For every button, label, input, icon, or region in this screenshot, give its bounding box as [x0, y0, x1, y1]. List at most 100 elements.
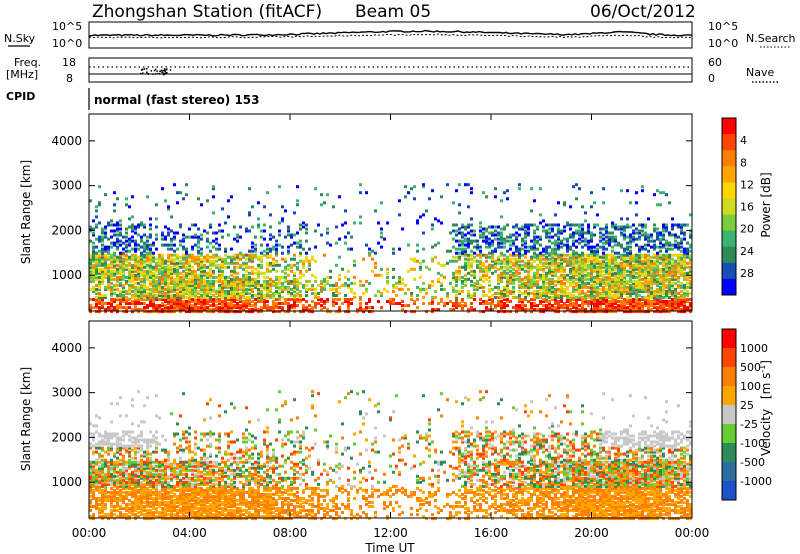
heatmap-cell	[119, 239, 122, 243]
heatmap-cell	[227, 279, 230, 283]
heatmap-cell	[221, 263, 224, 267]
heatmap-cell	[653, 263, 656, 267]
heatmap-cell	[554, 239, 557, 243]
heatmap-cell	[545, 261, 548, 265]
heatmap-cell	[188, 290, 191, 293]
heatmap-cell	[647, 298, 650, 301]
heatmap-cell	[131, 269, 134, 273]
heatmap-cell	[671, 225, 674, 229]
heatmap-cell	[113, 505, 116, 508]
heatmap-cell	[635, 253, 638, 257]
heatmap-cell	[533, 235, 536, 239]
heatmap-cell	[284, 235, 287, 239]
heatmap-cell	[143, 223, 146, 227]
heatmap-cell	[194, 287, 197, 291]
heatmap-cell	[569, 298, 572, 301]
heatmap-cell	[242, 273, 245, 277]
heatmap-cell	[104, 253, 107, 257]
heatmap-cell	[563, 302, 566, 305]
heatmap-cell	[212, 304, 215, 308]
heatmap-cell	[122, 513, 125, 517]
heatmap-cell	[119, 515, 122, 519]
heatmap-cell	[650, 233, 653, 237]
heatmap-cell	[608, 273, 611, 277]
heatmap-cell	[107, 478, 110, 482]
heatmap-cell	[551, 257, 554, 261]
heatmap-cell	[506, 271, 509, 275]
heatmap-cell	[98, 484, 101, 488]
heatmap-cell	[248, 259, 251, 263]
heatmap-cell	[101, 269, 104, 273]
heatmap-cell	[410, 257, 413, 261]
heatmap-cell	[185, 261, 188, 265]
heatmap-cell	[113, 474, 116, 478]
heatmap-cell	[113, 513, 116, 517]
heatmap-cell	[536, 285, 539, 289]
heatmap-cell	[566, 249, 569, 253]
heatmap-cell	[638, 308, 641, 312]
heatmap-cell	[191, 259, 194, 263]
heatmap-cell	[158, 271, 161, 275]
heatmap-cell	[683, 300, 686, 303]
heatmap-cell	[116, 229, 119, 233]
heatmap-cell	[479, 285, 482, 289]
heatmap-cell	[89, 505, 92, 508]
heatmap-cell	[455, 290, 458, 293]
heatmap-cell	[602, 290, 605, 293]
heatmap-cell	[440, 273, 443, 277]
heatmap-cell	[332, 300, 335, 303]
heatmap-cell	[293, 287, 296, 291]
heatmap-cell	[221, 306, 224, 310]
heatmap-cell	[545, 304, 548, 308]
heatmap-cell	[542, 261, 545, 265]
heatmap-cell	[659, 261, 662, 265]
colorbar-segment	[722, 150, 736, 167]
heatmap-cell	[209, 283, 212, 287]
heatmap-cell	[590, 235, 593, 239]
heatmap-cell	[110, 263, 113, 267]
heatmap-cell	[674, 308, 677, 312]
heatmap-cell	[161, 290, 164, 293]
heatmap-cell	[107, 494, 110, 498]
heatmap-cell	[137, 255, 140, 259]
heatmap-cell	[182, 239, 185, 243]
heatmap-cell	[575, 239, 578, 243]
heatmap-cell	[449, 249, 452, 253]
heatmap-cell	[107, 440, 110, 444]
heatmap-cell	[179, 255, 182, 259]
heatmap-cell	[593, 249, 596, 253]
heatmap-cell	[662, 223, 665, 227]
heatmap-cell	[566, 308, 569, 312]
heatmap-cell	[101, 460, 104, 464]
heatmap-cell	[626, 287, 629, 291]
heatmap-cell	[218, 273, 221, 277]
heatmap-cell	[137, 269, 140, 273]
heatmap-cell	[350, 302, 353, 305]
heatmap-cell	[617, 273, 620, 277]
heatmap-cell	[140, 273, 143, 277]
heatmap-cell	[113, 476, 116, 480]
heatmap-cell	[347, 285, 350, 289]
heatmap-cell	[593, 308, 596, 312]
heatmap-cell	[221, 229, 224, 233]
heatmap-cell	[560, 285, 563, 289]
heatmap-cell	[209, 279, 212, 283]
heatmap-cell	[95, 259, 98, 263]
heatmap-cell	[275, 239, 278, 243]
heatmap-cell	[182, 283, 185, 287]
heatmap-cell	[617, 296, 620, 299]
heatmap-cell	[473, 255, 476, 259]
heatmap-cell	[119, 499, 122, 502]
heatmap-cell	[392, 267, 395, 271]
heatmap-cell	[632, 263, 635, 267]
heatmap-cell	[305, 227, 308, 231]
heatmap-cell	[626, 217, 629, 221]
heatmap-cell	[140, 245, 143, 249]
heatmap-cell	[290, 235, 293, 239]
heatmap-cell	[266, 290, 269, 293]
heatmap-cell	[494, 233, 497, 237]
heatmap-cell	[170, 304, 173, 308]
heatmap-cell	[518, 294, 521, 297]
heatmap-cell	[620, 296, 623, 299]
heatmap-cell	[122, 259, 125, 263]
